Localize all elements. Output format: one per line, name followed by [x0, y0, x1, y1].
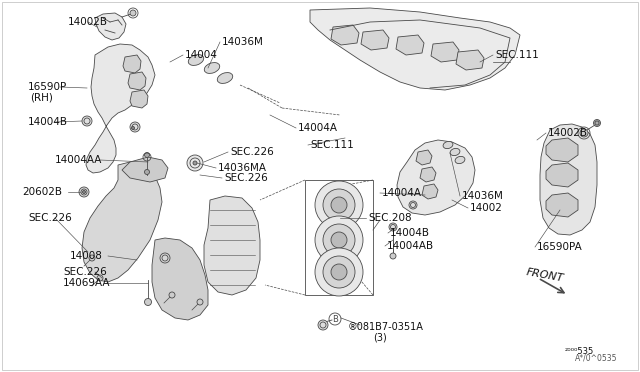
Circle shape — [580, 129, 588, 137]
Text: SEC.226: SEC.226 — [224, 173, 268, 183]
Text: SEC.226: SEC.226 — [28, 213, 72, 223]
Text: 16590P: 16590P — [28, 82, 67, 92]
Polygon shape — [152, 238, 208, 320]
Circle shape — [323, 256, 355, 288]
Polygon shape — [422, 184, 438, 199]
Polygon shape — [361, 30, 389, 50]
Text: 14002B: 14002B — [548, 128, 588, 138]
Circle shape — [130, 10, 136, 16]
Polygon shape — [86, 44, 155, 173]
Circle shape — [389, 223, 397, 231]
Circle shape — [331, 197, 347, 213]
Text: (3): (3) — [373, 333, 387, 343]
Circle shape — [89, 255, 95, 261]
Text: 14036M: 14036M — [222, 37, 264, 47]
Text: 14069AA: 14069AA — [63, 278, 111, 288]
Ellipse shape — [204, 62, 220, 73]
Text: 16590PA: 16590PA — [537, 242, 583, 252]
Text: 14036M: 14036M — [462, 191, 504, 201]
Text: 14004AA: 14004AA — [55, 155, 102, 165]
Text: 14004AB: 14004AB — [387, 241, 434, 251]
Text: (RH): (RH) — [30, 92, 53, 102]
Circle shape — [318, 320, 328, 330]
Circle shape — [197, 299, 203, 305]
Polygon shape — [331, 25, 359, 45]
Text: ²⁰⁰⁰535: ²⁰⁰⁰535 — [565, 347, 595, 356]
Text: SEC.208: SEC.208 — [368, 213, 412, 223]
Circle shape — [323, 189, 355, 221]
Text: 14004B: 14004B — [390, 228, 430, 238]
Circle shape — [145, 170, 150, 174]
Circle shape — [83, 190, 86, 193]
Ellipse shape — [450, 148, 460, 155]
Text: 14004A: 14004A — [298, 123, 338, 133]
Circle shape — [323, 224, 355, 256]
Circle shape — [82, 116, 92, 126]
Text: FRONT: FRONT — [525, 267, 564, 283]
Circle shape — [145, 153, 150, 157]
Polygon shape — [397, 140, 475, 215]
Text: SEC.226: SEC.226 — [63, 267, 107, 277]
Text: 14008: 14008 — [70, 251, 103, 261]
Polygon shape — [431, 42, 459, 62]
Polygon shape — [546, 138, 578, 162]
Ellipse shape — [218, 73, 233, 83]
Polygon shape — [204, 196, 260, 295]
Polygon shape — [416, 150, 432, 165]
Text: 14004B: 14004B — [28, 117, 68, 127]
Polygon shape — [546, 193, 578, 217]
Polygon shape — [456, 50, 484, 70]
Circle shape — [315, 248, 363, 296]
Circle shape — [193, 161, 197, 165]
Polygon shape — [95, 13, 126, 40]
Polygon shape — [82, 162, 162, 282]
Polygon shape — [420, 167, 436, 182]
Text: SEC.111: SEC.111 — [495, 50, 539, 60]
Text: SEC.226: SEC.226 — [230, 147, 274, 157]
Circle shape — [187, 155, 203, 171]
Circle shape — [79, 187, 89, 197]
Text: 14004A: 14004A — [382, 188, 422, 198]
Circle shape — [97, 275, 103, 281]
Circle shape — [130, 122, 140, 132]
Circle shape — [160, 253, 170, 263]
Ellipse shape — [443, 141, 453, 149]
Polygon shape — [130, 90, 148, 108]
Circle shape — [331, 264, 347, 280]
Text: 14004: 14004 — [185, 50, 218, 60]
Polygon shape — [310, 8, 520, 90]
Ellipse shape — [188, 55, 204, 65]
Text: ®081B7-0351A: ®081B7-0351A — [348, 322, 424, 332]
Polygon shape — [123, 55, 141, 73]
Text: B: B — [332, 314, 338, 324]
Ellipse shape — [455, 156, 465, 164]
Circle shape — [409, 201, 417, 209]
Circle shape — [315, 181, 363, 229]
Polygon shape — [396, 35, 424, 55]
Text: SEC.111: SEC.111 — [310, 140, 354, 150]
Bar — [305, 180, 373, 295]
Circle shape — [593, 119, 600, 126]
Text: A*/0^0535: A*/0^0535 — [575, 353, 618, 362]
Polygon shape — [128, 72, 146, 90]
Circle shape — [390, 253, 396, 259]
Circle shape — [145, 298, 152, 305]
Text: 14036MA: 14036MA — [218, 163, 267, 173]
Text: 14002B: 14002B — [68, 17, 108, 27]
Polygon shape — [546, 163, 578, 187]
Text: 14002: 14002 — [470, 203, 503, 213]
Circle shape — [331, 232, 347, 248]
Circle shape — [131, 126, 134, 129]
Circle shape — [315, 216, 363, 264]
Polygon shape — [122, 157, 168, 182]
Polygon shape — [540, 124, 597, 235]
Circle shape — [169, 292, 175, 298]
Text: 20602B: 20602B — [22, 187, 62, 197]
